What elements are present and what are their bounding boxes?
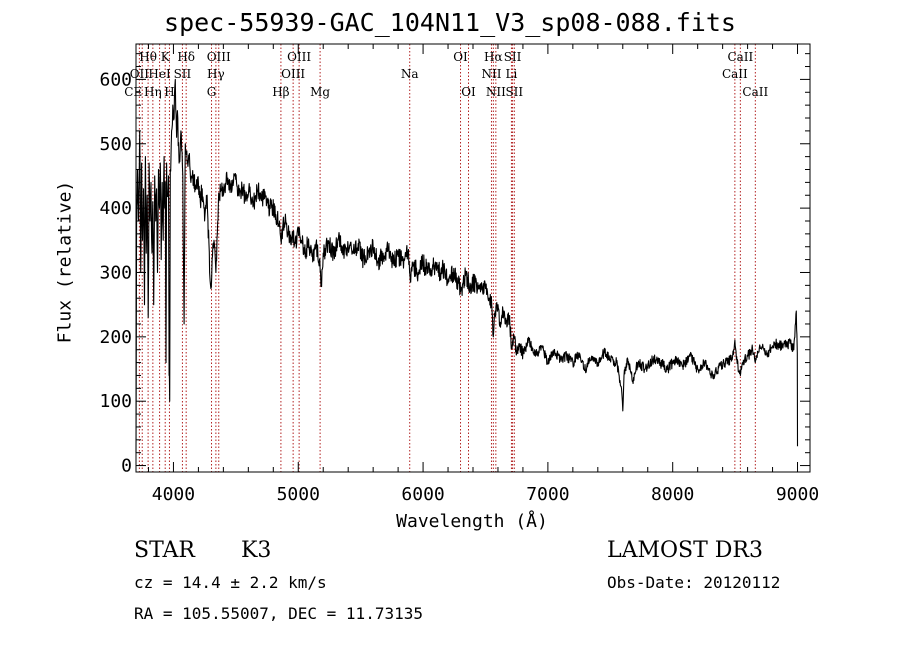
line-label-14: Na [401, 67, 419, 81]
x-tick-label: 6000 [401, 484, 444, 505]
y-tick-label: 100 [99, 391, 132, 412]
y-tick-label: 0 [121, 456, 132, 477]
line-label-16: Li [506, 67, 518, 81]
chart-title: spec-55939-GAC_104N11_V3_sp08-088.fits [164, 8, 736, 37]
plot-frame [135, 43, 811, 473]
y-axis-label: Flux (relative) [54, 180, 76, 344]
spectrum-line [135, 78, 799, 453]
redshift-label: cz = 14.4 ± 2.2 km/s [134, 573, 327, 592]
y-tick-label: 600 [99, 69, 132, 90]
y-tick-label: 200 [99, 327, 132, 348]
x-tick-label: 8000 [651, 484, 694, 505]
line-label-18: CE [124, 85, 142, 99]
line-label-1: K [161, 50, 171, 64]
x-axis-label: Wavelength (Å) [396, 511, 548, 532]
line-label-3: OIII [207, 50, 231, 64]
line-label-24: OI [461, 85, 476, 99]
line-label-26: SII [505, 85, 523, 99]
survey-label: LAMOST DR3 [607, 538, 763, 563]
line-label-5: OI [453, 50, 468, 64]
line-label-11: SII [174, 67, 192, 81]
line-label-9: OII [130, 67, 150, 81]
line-label-10: HeI [148, 67, 171, 81]
object-class-label: STAR [134, 538, 195, 563]
line-label-8: CaII [727, 50, 753, 64]
line-label-2: Hδ [177, 50, 195, 64]
obs-date-label: Obs-Date: 20120112 [607, 573, 781, 592]
y-tick-label: 400 [99, 198, 132, 219]
line-label-6: Hα [484, 50, 503, 64]
line-label-7: SII [504, 50, 522, 64]
coordinates-label: RA = 105.55007, DEC = 11.73135 [134, 604, 423, 623]
line-label-13: OIII [281, 67, 305, 81]
line-label-0: Hθ [139, 50, 157, 64]
line-label-4: OIII [287, 50, 311, 64]
line-label-20: H [164, 85, 174, 99]
line-label-27: CaII [742, 85, 768, 99]
line-label-12: Hγ [207, 67, 225, 81]
line-label-15: NII [481, 67, 501, 81]
y-tick-label: 300 [99, 262, 132, 283]
x-tick-label: 4000 [152, 484, 195, 505]
y-tick-label: 500 [99, 134, 132, 155]
x-tick-label: 7000 [526, 484, 569, 505]
line-label-19: Hη [144, 85, 162, 99]
line-label-21: G [207, 85, 217, 99]
line-label-17: CaII [722, 67, 748, 81]
x-tick-label: 9000 [776, 484, 819, 505]
line-label-25: NII [486, 85, 506, 99]
line-label-22: Hβ [272, 85, 289, 99]
x-tick-label: 5000 [277, 484, 320, 505]
line-label-23: Mg [310, 85, 330, 99]
subclass-label: K3 [241, 538, 272, 563]
